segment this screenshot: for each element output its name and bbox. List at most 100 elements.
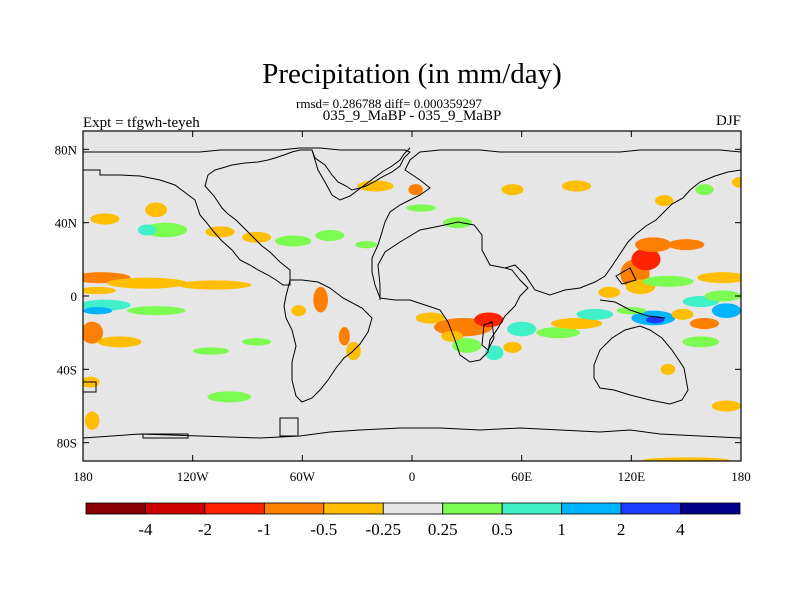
x-tick-label-5: 120E	[618, 469, 646, 484]
anomaly-patch-12	[90, 213, 120, 225]
anomaly-patch-15	[205, 226, 235, 238]
y-tick-label-3: 40S	[57, 362, 77, 377]
colorbar-label-5: 0.25	[428, 520, 458, 539]
map-background	[83, 131, 741, 461]
colorbar-label-2: -1	[257, 520, 271, 539]
anomaly-patch-61	[711, 303, 741, 318]
anomaly-patch-30	[443, 217, 473, 229]
anomaly-layer	[83, 176, 741, 461]
chart-subtitle: 035_9_MaBP - 035_9_MaBP	[323, 108, 502, 124]
anomaly-patch-26	[207, 391, 252, 403]
colorbar-swatch-0	[85, 502, 146, 515]
anomaly-patch-42	[503, 341, 522, 353]
colorbar-swatch-10	[680, 502, 741, 515]
colorbar-swatch-2	[204, 502, 265, 515]
anomaly-patch-62	[697, 272, 741, 284]
colorbar-swatch-3	[263, 502, 325, 515]
anomaly-patch-19	[355, 241, 378, 249]
colorbar: -4 -2 -1 -0.5 -0.25 0.25 0.5 1 2 4	[85, 502, 741, 539]
coastline-madagascar	[481, 321, 495, 351]
anomaly-patch-8	[97, 336, 142, 348]
anomaly-patch-11	[145, 202, 168, 218]
anomaly-patch-48	[634, 237, 672, 253]
anomaly-patch-65	[711, 400, 741, 412]
anomaly-patch-36	[415, 312, 445, 324]
coastline-south-america	[283, 279, 373, 403]
anomaly-patch-20	[313, 286, 328, 313]
colorbar-swatch-7	[501, 502, 563, 515]
x-tick-label-4: 60E	[511, 469, 532, 484]
anomaly-patch-53	[576, 308, 614, 320]
anomaly-patch-39	[441, 330, 464, 342]
anomaly-patch-2	[178, 280, 252, 290]
anomaly-patch-57	[671, 308, 694, 320]
colorbar-swatch-1	[145, 502, 206, 515]
anomaly-patch-3	[83, 286, 116, 295]
x-tick-label-2: 60W	[290, 469, 316, 484]
y-tick-label-1: 40N	[55, 216, 78, 231]
anomaly-patch-40	[452, 338, 482, 353]
chart-title: Precipitation (in mm/day)	[262, 58, 562, 90]
coastline-antarctica	[83, 427, 741, 439]
y-tick-label-0: 80N	[55, 142, 78, 157]
anomaly-patch-18	[315, 230, 345, 241]
anomaly-patch-66	[640, 457, 732, 461]
anomaly-patch-52	[598, 286, 621, 298]
coastline-north-america	[83, 147, 411, 286]
anomaly-patch-24	[242, 338, 272, 346]
colorbar-label-8: 2	[617, 520, 626, 539]
anomaly-patch-63	[682, 336, 720, 348]
anomaly-patch-55	[645, 316, 665, 324]
coastline-africa	[379, 267, 529, 363]
anomaly-patch-14	[137, 224, 157, 236]
anomaly-patch-44	[536, 327, 581, 339]
y-axis: 80N 40N 0 40S 80S	[55, 142, 741, 451]
colorbar-swatch-9	[620, 502, 681, 515]
anomaly-patch-16	[242, 231, 272, 243]
anomaly-patch-10	[84, 411, 100, 430]
coastline-island-2	[279, 417, 299, 437]
anomaly-patch-21	[291, 305, 306, 317]
anomaly-patch-49	[667, 239, 705, 251]
colorbar-label-4: -0.25	[366, 520, 401, 539]
anomaly-patch-60	[689, 318, 720, 329]
x-tick-label-0: 180	[73, 469, 93, 484]
anomaly-patch-51	[642, 275, 694, 287]
x-tick-label-3: 0	[409, 469, 416, 484]
colorbar-label-3: -0.5	[310, 520, 337, 539]
experiment-label: Expt = tfgwh-teyeh	[83, 115, 200, 131]
x-axis: 180 120W 60W 0 60E 120E 180	[73, 131, 751, 484]
y-tick-label-4: 80S	[57, 436, 77, 451]
coastline-layer	[83, 147, 741, 439]
anomaly-patch-7	[83, 321, 104, 344]
anomaly-patch-17	[274, 235, 312, 247]
x-tick-label-1: 120W	[177, 469, 210, 484]
colorbar-label-7: 1	[557, 520, 566, 539]
coastline-eurasia-africa	[371, 149, 741, 300]
colorbar-swatch-8	[561, 502, 622, 515]
colorbar-swatch-6	[442, 502, 503, 515]
coastline-island-3	[83, 381, 97, 393]
stats-line: rmsd= 0.286788 diff= 0.000359297	[296, 96, 482, 111]
anomaly-patch-33	[655, 195, 674, 207]
anomaly-patch-47	[631, 248, 661, 271]
anomaly-patch-32	[561, 180, 592, 192]
anomaly-patch-25	[192, 347, 230, 355]
anomaly-patch-1	[106, 277, 188, 289]
anomaly-patch-28	[408, 184, 423, 196]
anomaly-patch-31	[501, 184, 524, 196]
anomaly-patch-35	[731, 176, 741, 188]
y-tick-label-2: 0	[71, 289, 78, 304]
colorbar-swatch-4	[323, 502, 384, 515]
coastline-island-1	[142, 433, 189, 439]
coastline-island-4	[615, 267, 637, 285]
coastline-australia	[593, 325, 689, 405]
anomaly-patch-6	[126, 306, 186, 316]
anomaly-patch-45	[550, 318, 603, 329]
coastline-indonesia	[599, 299, 666, 319]
colorbar-swatch-5	[382, 502, 444, 515]
anomaly-patch-13	[143, 222, 188, 238]
anomaly-patch-43	[507, 321, 537, 337]
anomaly-patch-29	[406, 204, 436, 212]
colorbar-label-6: 0.5	[492, 520, 513, 539]
